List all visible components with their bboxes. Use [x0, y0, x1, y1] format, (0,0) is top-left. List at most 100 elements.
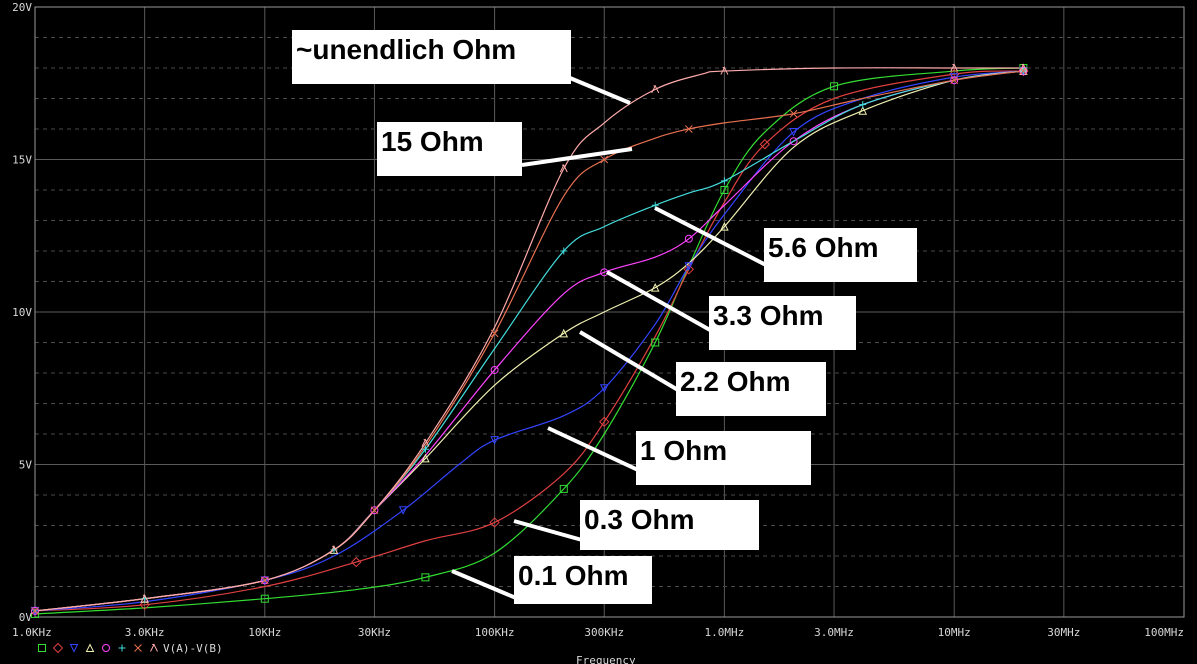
- annotation-6: 0.3 Ohm: [513, 500, 759, 550]
- data-point: [683, 264, 695, 275]
- data-point: [489, 517, 500, 528]
- annotation-label: ~unendlich Ohm: [296, 34, 516, 65]
- data-point: [720, 221, 729, 231]
- annotation-label: 15 Ohm: [381, 126, 484, 157]
- data-point: [759, 139, 771, 150]
- annotation-label: 2.2 Ohm: [680, 366, 790, 397]
- data-point: [789, 137, 798, 146]
- data-point: [720, 177, 728, 185]
- annotations: ~unendlich Ohm 15 Ohm 5.6 Ohm 3.3 Ohm 2.2 Oh…: [292, 30, 917, 604]
- data-point: [421, 453, 430, 463]
- legend-symbol: [52, 642, 64, 654]
- data-point: [490, 365, 499, 374]
- annotation-box: [514, 556, 652, 604]
- y-tick-label: 5V: [19, 459, 33, 472]
- data-point: [490, 329, 499, 338]
- data-point: [684, 234, 693, 243]
- series-markers: [30, 63, 1029, 618]
- data-point: [720, 66, 729, 75]
- data-point: [421, 445, 429, 453]
- legend-trace-expression: V(A)-V(B): [163, 642, 223, 655]
- data-point: [31, 606, 39, 615]
- series-line-1: [34, 70, 1024, 612]
- series-line-0: [34, 67, 1024, 615]
- annotation-3: 3.3 Ohm: [606, 270, 856, 350]
- legend-symbols: [38, 642, 158, 654]
- legend-symbol: [134, 644, 142, 652]
- annotation-pointer: [569, 76, 631, 105]
- data-point: [260, 576, 269, 585]
- annotation-7: 0.1 Ohm: [451, 556, 652, 604]
- series-lines: [34, 67, 1024, 615]
- data-point: [398, 506, 408, 515]
- data-point: [600, 155, 609, 164]
- annotation-pointer: [521, 147, 633, 167]
- x-tick-labels: 1.0KHz 3.0KHz 10KHz 30KHz 100KHz 300KHz 1.0MHz…: [12, 626, 1184, 639]
- data-point: [1019, 63, 1028, 72]
- data-point: [789, 128, 798, 137]
- annotation-box: [709, 296, 856, 350]
- x-tick-label: 3.0MHz: [814, 626, 854, 639]
- data-point: [421, 438, 430, 447]
- legend-symbol: [150, 643, 158, 652]
- annotation-box: [676, 362, 826, 416]
- x-tick-label: 1.0KHz: [12, 626, 52, 639]
- annotation-box: [377, 122, 522, 176]
- x-tick-label: 100MHz: [1144, 626, 1184, 639]
- x-tick-label: 30KHz: [358, 626, 391, 639]
- annotation-label: 0.1 Ohm: [518, 560, 628, 591]
- data-point: [599, 384, 609, 393]
- data-point: [141, 595, 149, 603]
- data-point: [559, 328, 569, 338]
- data-point: [720, 186, 729, 194]
- data-point: [599, 416, 610, 428]
- y-tick-labels: 0V 5V 10V 15V 20V: [12, 1, 32, 624]
- data-point: [370, 506, 379, 515]
- annotation-1: 15 Ohm: [377, 122, 633, 176]
- data-point: [859, 101, 867, 109]
- legend-symbol: [85, 643, 95, 652]
- annotation-pointer: [654, 206, 767, 267]
- data-point: [684, 262, 694, 271]
- data-point: [560, 247, 568, 255]
- data-point: [559, 164, 568, 173]
- data-point: [789, 109, 798, 118]
- annotation-2: 5.6 Ohm: [654, 206, 917, 282]
- data-point: [830, 82, 839, 91]
- x-tick-label: 10MHz: [938, 626, 971, 639]
- annotation-label: 0.3 Ohm: [584, 504, 694, 535]
- data-point: [370, 506, 379, 515]
- annotation-label: 1 Ohm: [640, 435, 727, 466]
- x-axis-label: Frequency: [576, 654, 636, 664]
- y-tick-label: 15V: [12, 154, 32, 167]
- data-point: [140, 594, 149, 603]
- data-point: [684, 125, 693, 133]
- plot-border: [34, 6, 1185, 618]
- data-point: [948, 68, 960, 80]
- data-point: [139, 599, 150, 611]
- data-point: [950, 76, 959, 85]
- x-tick-label: 300KHz: [584, 626, 624, 639]
- annotation-pointer: [547, 426, 639, 472]
- legend-symbol: [102, 644, 110, 652]
- annotation-label: 3.3 Ohm: [713, 300, 823, 331]
- data-point: [950, 76, 959, 85]
- annotation-box: [764, 228, 917, 282]
- annotation-label: 5.6 Ohm: [768, 232, 878, 263]
- y-tick-label: 0V: [19, 611, 33, 624]
- x-tick-label: 3.0KHz: [125, 626, 165, 639]
- x-tick-label: 30MHz: [1047, 626, 1080, 639]
- annotation-box: [292, 30, 571, 84]
- x-tick-label: 10KHz: [248, 626, 281, 639]
- y-tick-label: 10V: [12, 306, 32, 319]
- data-point: [490, 436, 499, 445]
- x-tick-label: 100KHz: [475, 626, 515, 639]
- data-point: [421, 573, 430, 582]
- annotation-box: [636, 431, 811, 485]
- annotation-pointer: [606, 270, 711, 332]
- data-point: [651, 338, 660, 347]
- annotation-pointer: [451, 569, 517, 600]
- annotation-0: ~unendlich Ohm: [292, 30, 631, 105]
- legend-symbol: [69, 644, 79, 653]
